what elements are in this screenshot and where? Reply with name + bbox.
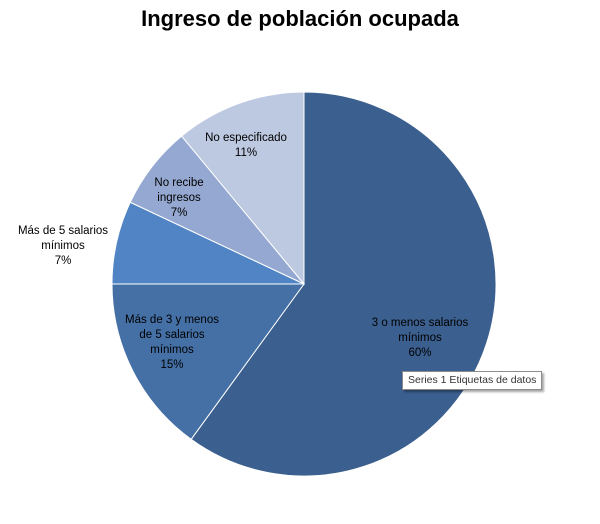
- data-label-no-especificado: No especificado 11%: [205, 132, 287, 159]
- pie-slices: [111, 91, 497, 477]
- data-label-mas-de-5: Más de 5 salarios mínimos 7%: [18, 225, 108, 267]
- pie-labels: 3 o menos salarios mínimos 60% Más de 3 y m…: [18, 132, 469, 371]
- data-label-3-o-menos: 3 o menos salarios mínimos 60%: [372, 317, 469, 359]
- data-label-no-recibe: No recibe ingresos 7%: [154, 177, 203, 219]
- chart-title: Ingreso de población ocupada: [141, 6, 459, 31]
- pie-slice-mas-de-3-y-menos-de-5[interactable]: [111, 283, 305, 441]
- data-label-mas-de-3-y-menos-de-5: Más de 3 y menos de 5 salarios mínimos 15%: [125, 314, 219, 371]
- pie-slice-no-especificado[interactable]: [180, 91, 305, 286]
- data-labels-tooltip: Series 1 Etiquetas de datos: [402, 371, 543, 390]
